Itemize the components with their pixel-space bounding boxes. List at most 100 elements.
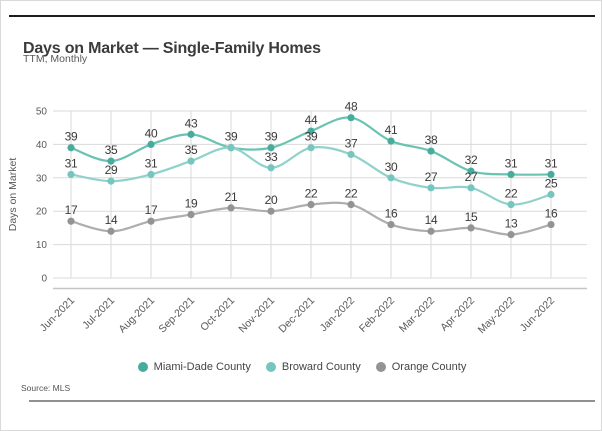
- data-label: 16: [545, 207, 558, 221]
- data-label: 31: [65, 156, 78, 170]
- data-point-marker: [467, 167, 475, 175]
- data-point-marker: [467, 184, 475, 192]
- data-point-marker: [467, 224, 475, 232]
- legend-item-orange-county: Orange County: [375, 361, 466, 373]
- data-point-marker: [307, 200, 315, 209]
- data-label: 17: [145, 203, 158, 217]
- data-label: 33: [265, 150, 278, 164]
- data-label: 29: [105, 163, 118, 177]
- data-point-marker: [507, 170, 515, 179]
- data-label: 39: [65, 130, 78, 144]
- data-point-marker: [387, 137, 395, 145]
- data-label: 40: [145, 126, 158, 140]
- data-label: 35: [105, 143, 118, 157]
- chart-legend: Miami-Dade County Broward County Orange Co…: [1, 357, 601, 377]
- data-label: 27: [425, 170, 438, 184]
- data-label: 14: [105, 213, 118, 227]
- data-label: 22: [305, 187, 318, 201]
- legend-dot-icon: [265, 362, 276, 372]
- data-point-marker: [547, 220, 555, 229]
- data-label: 21: [225, 190, 238, 204]
- source-note: Source: MLS: [21, 383, 71, 393]
- data-label: 43: [185, 116, 198, 130]
- data-label: 20: [265, 193, 278, 207]
- data-point-marker: [147, 140, 155, 148]
- data-point-marker: [347, 150, 355, 159]
- legend-label: Broward County: [281, 361, 361, 373]
- y-tick-label: 20: [36, 207, 48, 218]
- data-label: 14: [425, 213, 438, 227]
- data-label: 41: [385, 123, 398, 137]
- data-label: 17: [65, 203, 78, 217]
- data-label: 22: [345, 187, 358, 201]
- data-point-marker: [227, 204, 235, 212]
- data-point-marker: [427, 184, 435, 192]
- data-point-marker: [427, 147, 435, 155]
- x-axis-label: Feb-2022: [357, 295, 397, 335]
- data-point-marker: [107, 157, 115, 165]
- data-point-marker: [347, 114, 355, 122]
- data-label: 37: [345, 136, 358, 150]
- data-label: 19: [185, 197, 198, 211]
- y-tick-label: 50: [36, 107, 48, 118]
- data-label: 22: [505, 187, 518, 201]
- data-point-marker: [427, 227, 435, 235]
- data-point-marker: [187, 130, 195, 138]
- data-label: 32: [465, 153, 478, 167]
- data-point-marker: [347, 200, 355, 209]
- data-point-marker: [107, 177, 115, 185]
- data-point-marker: [187, 210, 195, 219]
- data-point-marker: [147, 217, 155, 225]
- x-axis-label: Jun-2022: [518, 295, 558, 335]
- y-axis-title: Days on Market: [7, 158, 19, 232]
- x-axis-label: Aug-2021: [116, 295, 157, 336]
- y-tick-label: 0: [41, 274, 47, 285]
- x-axis-label: Jan-2022: [318, 295, 358, 335]
- data-point-marker: [267, 207, 275, 215]
- data-label: 48: [345, 100, 358, 114]
- data-label: 38: [425, 133, 438, 147]
- x-axis-label: Apr-2022: [438, 295, 477, 334]
- chart-subtitle: TTM, Monthly: [23, 53, 88, 65]
- x-axis-label: Oct-2021: [198, 295, 237, 334]
- y-tick-label: 40: [36, 140, 48, 151]
- data-label: 31: [145, 156, 158, 170]
- data-point-marker: [67, 144, 75, 152]
- data-label: 31: [545, 156, 558, 170]
- data-point-marker: [107, 227, 115, 235]
- data-point-marker: [547, 170, 555, 179]
- data-label: 39: [225, 130, 238, 144]
- data-label: 39: [265, 130, 278, 144]
- gridlines: [53, 110, 587, 279]
- data-point-marker: [507, 200, 515, 209]
- data-point-marker: [67, 170, 75, 179]
- y-tick-label: 30: [36, 173, 48, 184]
- legend-item-broward-county: Broward County: [265, 361, 361, 373]
- data-label: 16: [385, 207, 398, 221]
- data-label: 25: [545, 177, 558, 191]
- data-label: 30: [385, 160, 398, 174]
- bottom-rule-divider: [29, 400, 595, 402]
- data-point-marker: [307, 127, 315, 135]
- legend-dot-icon: [137, 362, 148, 372]
- data-point-marker: [547, 190, 555, 199]
- data-point-marker: [227, 144, 235, 152]
- data-point-marker: [387, 220, 395, 229]
- data-label: 27: [465, 170, 478, 184]
- x-axis-label: Nov-2021: [236, 295, 277, 336]
- data-point-marker: [147, 170, 155, 179]
- data-point-marker: [307, 144, 315, 152]
- data-point-marker: [387, 174, 395, 182]
- data-label: 39: [305, 130, 318, 144]
- top-rule-divider: [9, 15, 595, 17]
- x-axis-label: Sep-2021: [156, 295, 197, 336]
- legend-label: Miami-Dade County: [153, 361, 251, 373]
- data-point-marker: [187, 157, 195, 165]
- y-tick-label: 10: [36, 240, 48, 251]
- page-title: Days on Market — Single-Family Homes: [23, 39, 321, 57]
- data-point-marker: [507, 230, 515, 239]
- legend-dot-icon: [375, 362, 386, 372]
- x-axis-label: Dec-2021: [276, 295, 317, 336]
- data-point-marker: [67, 217, 75, 225]
